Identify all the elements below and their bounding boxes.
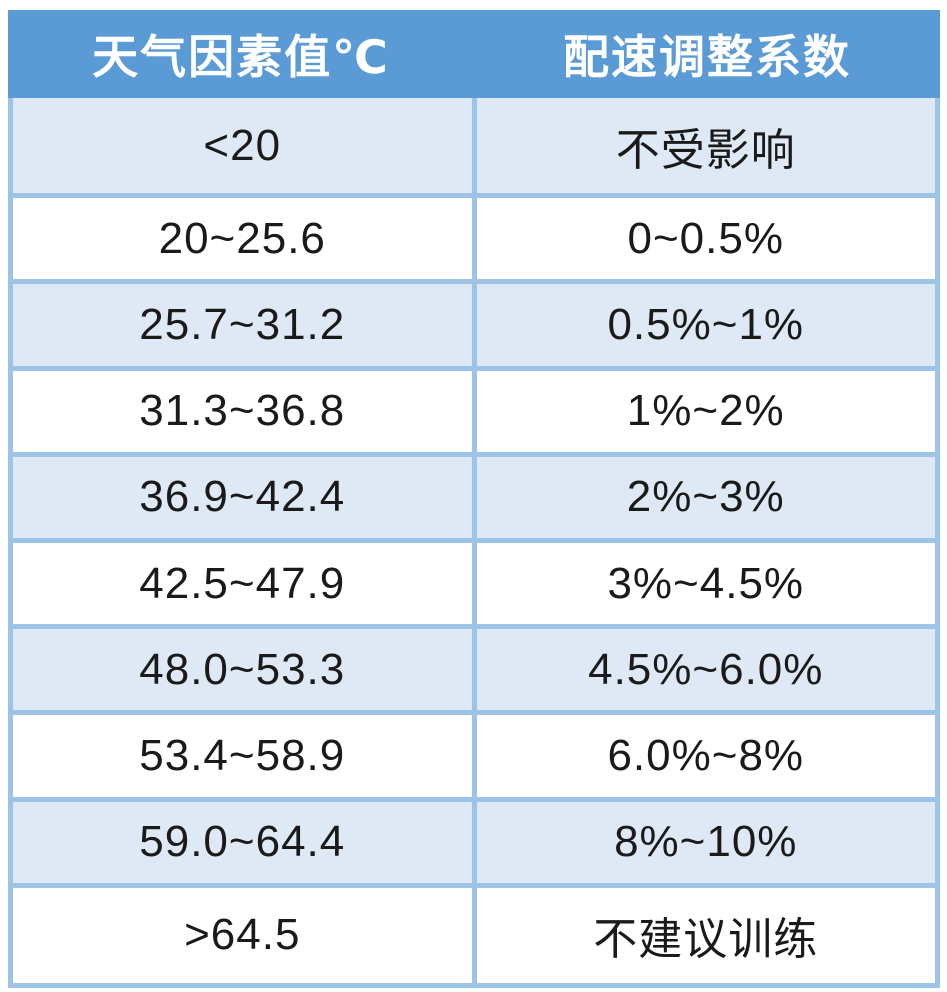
factor-cell: >64.5 [13,887,472,984]
table-row: 36.9~42.4 2%~3% [13,456,935,539]
adjustment-cell: 3%~4.5% [476,543,935,625]
table-row: 59.0~64.4 8%~10% [13,801,935,883]
table-row: >64.5 不建议训练 [13,887,935,984]
factor-cell: 36.9~42.4 [13,456,472,539]
column-header-weather-factor: 天气因素值℃ [92,31,390,83]
adjustment-cell: 0~0.5% [476,198,935,280]
column-header-pace-adjustment: 配速调整系数 [563,31,851,83]
pace-adjustment-table: 天气因素值℃ 配速调整系数 <20 不受影响 20~25.6 0~0.5% 25… [8,10,940,988]
adjustment-cell: 4.5%~6.0% [476,629,935,711]
table-row: 31.3~36.8 1%~2% [13,370,935,452]
adjustment-cell: 0.5%~1% [476,284,935,366]
table-header-row: 天气因素值℃ 配速调整系数 [8,10,940,98]
table-row: <20 不受影响 [13,98,935,194]
factor-cell: 31.3~36.8 [13,370,472,452]
table-row: 25.7~31.2 0.5%~1% [13,284,935,366]
adjustment-cell: 8%~10% [476,801,935,883]
table-row: 20~25.6 0~0.5% [13,198,935,280]
table-body: <20 不受影响 20~25.6 0~0.5% 25.7~31.2 0.5%~1… [8,98,940,988]
table-row: 48.0~53.3 4.5%~6.0% [13,629,935,711]
factor-cell: 48.0~53.3 [13,629,472,711]
adjustment-cell: 1%~2% [476,370,935,452]
factor-cell: 42.5~47.9 [13,543,472,625]
table-row: 42.5~47.9 3%~4.5% [13,543,935,625]
factor-cell: 59.0~64.4 [13,801,472,883]
adjustment-cell: 不建议训练 [476,887,935,984]
adjustment-cell: 6.0%~8% [476,715,935,797]
factor-cell: <20 [13,98,472,194]
factor-cell: 53.4~58.9 [13,715,472,797]
adjustment-cell: 2%~3% [476,456,935,539]
factor-cell: 25.7~31.2 [13,284,472,366]
table-row: 53.4~58.9 6.0%~8% [13,715,935,797]
adjustment-cell: 不受影响 [476,98,935,194]
factor-cell: 20~25.6 [13,198,472,280]
